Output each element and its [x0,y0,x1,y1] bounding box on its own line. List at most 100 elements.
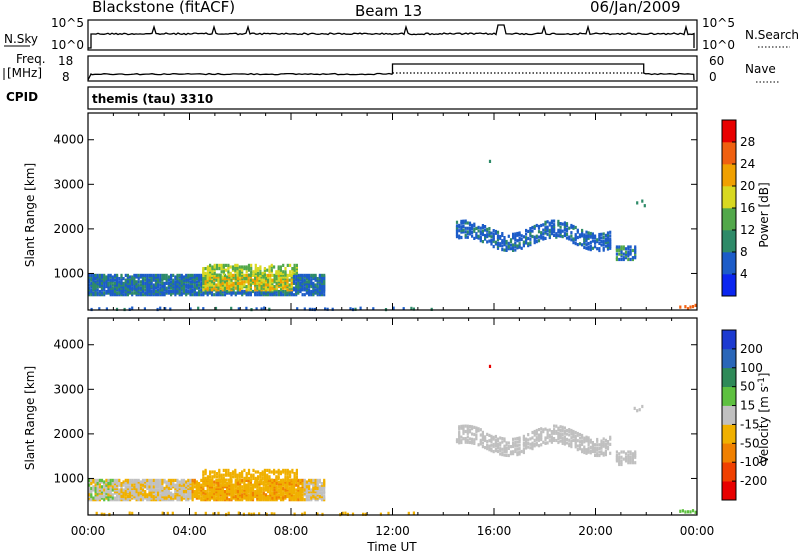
heatmap-cell [107,289,110,294]
heatmap-cell [455,227,459,231]
heatmap-cell [109,273,112,277]
heatmap-cell [286,468,289,472]
heatmap-cell [122,293,125,297]
heatmap-cell [211,265,214,269]
heatmap-cell [484,435,487,439]
heatmap-cell [499,443,502,447]
heatmap-cell [182,289,186,294]
heatmap-cell [627,252,630,256]
heatmap-cell [159,306,162,310]
heatmap-cell [116,478,119,482]
heatmap-cell [213,486,216,490]
x-axis-labels: 00:00 04:00 08:00 12:00 16:00 20:00 00:00 [71,524,715,538]
heatmap-cell [468,227,472,231]
heatmap-cell [606,242,610,246]
heatmap-cell [245,273,248,277]
heatmap-cell [163,291,166,295]
heatmap-cell [563,228,566,232]
heatmap-cell [600,439,603,443]
chart-title: Blackstone (fitACF) [92,0,235,16]
heatmap-cell [587,439,590,444]
heatmap-cell [254,480,257,484]
heatmap-cell [486,229,489,233]
heatmap-cell [250,478,253,482]
heatmap-cell [557,230,560,234]
heatmap-cell [514,248,517,252]
heatmap-cell [297,478,300,482]
heatmap-cell [211,470,214,474]
heatmap-cell [583,245,586,250]
heatmap-cell [684,510,687,514]
heatmap-cell [522,235,525,239]
heatmap-cell [535,223,538,228]
heatmap-cell [496,449,500,454]
heatmap-cell [131,291,134,295]
heatmap-cell [297,273,300,277]
heatmap-cell [490,235,493,239]
heatmap-cell [260,289,263,294]
heatmap-cell [157,289,160,294]
colorbar-tick-label: 100 [740,361,763,375]
heatmap-cell [273,289,276,294]
heatmap-cell [587,436,590,440]
heatmap-cell [471,427,474,431]
heatmap-cell [525,241,528,245]
heatmap-cell [574,436,577,440]
x-axis-title: Time UT [366,540,417,554]
heatmap-cell [229,478,232,482]
heatmap-cell [525,237,528,241]
heatmap-cell [229,273,232,277]
heatmap-cell [527,433,530,437]
heatmap-cell [633,406,636,410]
heatmap-cell [189,478,192,482]
heatmap-cell [111,283,114,287]
heatmap-cell [268,307,271,311]
heatmap-cell [122,491,125,495]
heatmap-cell [261,476,264,480]
heatmap-cell [479,226,482,230]
heatmap-cell [471,439,474,443]
heatmap-cell [301,493,304,497]
heatmap-cell [494,447,497,451]
heatmap-cell [591,232,594,236]
heatmap-cell [557,432,560,436]
heatmap-cell [90,493,93,497]
heatmap-cell [159,289,162,294]
heatmap-cell [209,268,212,272]
heatmap-cell [505,441,508,445]
heatmap-cell [466,426,469,430]
nsearch-tick-top: 10^5 [702,16,735,30]
heatmap-cell [561,222,564,226]
heatmap-cell [464,233,467,237]
heatmap-cell [492,237,495,242]
heatmap-cell [542,428,545,432]
heatmap-cell [195,273,198,277]
heatmap-cell [618,252,621,256]
heatmap-cell [553,233,556,237]
heatmap-cell [537,226,541,230]
heatmap-cell [299,490,302,494]
heatmap-cell [531,430,534,435]
heatmap-cell [92,496,95,500]
power-colorbar-label: Power [dB] [757,182,771,247]
heatmap-cell [548,235,551,240]
heatmap-cell [410,306,413,310]
heatmap-cell [146,478,149,482]
heatmap-cell [490,238,493,242]
heatmap-cell [277,475,280,479]
heatmap-cell [133,485,136,489]
heatmap-cell [578,443,582,447]
heatmap-cell [686,510,690,514]
heatmap-cell [308,273,311,277]
heatmap-cell [583,236,586,241]
heatmap-cell [565,437,569,441]
heatmap-cell [636,409,639,413]
heatmap-cell [464,235,467,239]
heatmap-cell [392,306,395,310]
heatmap-cell [226,482,229,486]
heatmap-cell [574,234,577,238]
heatmap-cell [512,437,515,441]
heatmap-cell [615,248,618,253]
heatmap-cell [533,239,536,243]
heatmap-cell [458,236,461,240]
